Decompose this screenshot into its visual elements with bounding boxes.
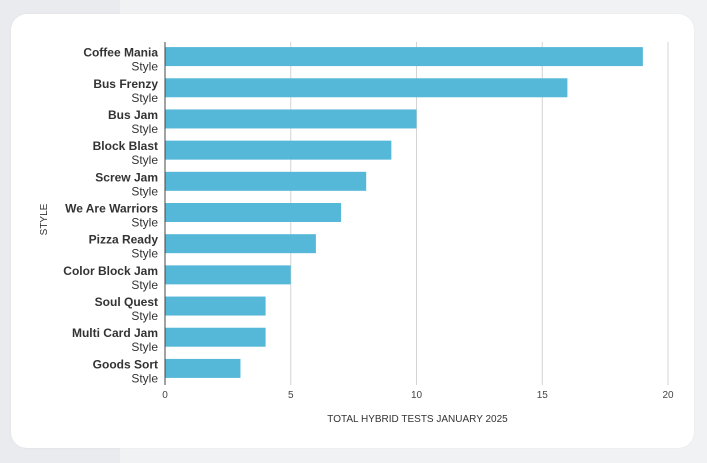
category-sublabel: Style xyxy=(131,91,158,105)
x-tick-label: 15 xyxy=(537,390,549,401)
category-sublabel: Style xyxy=(131,371,158,385)
bar xyxy=(165,327,266,347)
x-tick-label: 5 xyxy=(288,390,294,401)
category-name: Bus Frenzy xyxy=(93,77,158,91)
bar xyxy=(165,234,316,254)
category-sublabel: Style xyxy=(131,216,158,230)
category-sublabel: Style xyxy=(131,309,158,323)
category-name: Soul Quest xyxy=(95,295,158,309)
bar xyxy=(165,140,392,160)
category-sublabel: Style xyxy=(131,60,158,74)
category-sublabel: Style xyxy=(131,340,158,354)
category-name: Color Block Jam xyxy=(63,264,158,278)
bar xyxy=(165,265,291,285)
x-axis-title: TOTAL HYBRID TESTS JANUARY 2025 xyxy=(327,414,508,425)
category-name: Multi Card Jam xyxy=(72,326,158,340)
bar xyxy=(165,358,241,378)
category-sublabel: Style xyxy=(131,278,158,292)
bars xyxy=(165,47,643,378)
bar xyxy=(165,203,342,222)
bar xyxy=(165,171,367,191)
category-name: We Are Warriors xyxy=(65,202,158,216)
bar xyxy=(165,296,266,316)
bar xyxy=(165,47,643,67)
x-tick-labels: 0 5 10 15 20 xyxy=(162,390,674,401)
category-name: Bus Jam xyxy=(108,108,158,122)
x-tick-label: 10 xyxy=(411,390,423,401)
x-tick-label: 20 xyxy=(662,390,674,401)
category-sublabel: Style xyxy=(131,184,158,198)
category-sublabel: Style xyxy=(131,122,158,136)
bar xyxy=(165,109,417,129)
category-sublabel: Style xyxy=(131,153,158,167)
category-sublabel: Style xyxy=(131,247,158,261)
category-name: Goods Sort xyxy=(93,357,158,371)
y-axis-title: STYLE xyxy=(39,203,50,235)
category-name: Block Blast xyxy=(93,139,158,153)
category-name: Screw Jam xyxy=(95,170,158,184)
bar xyxy=(165,78,568,98)
x-tick-label: 0 xyxy=(162,390,168,401)
category-name: Pizza Ready xyxy=(89,233,159,247)
category-name: Coffee Mania xyxy=(83,46,158,60)
